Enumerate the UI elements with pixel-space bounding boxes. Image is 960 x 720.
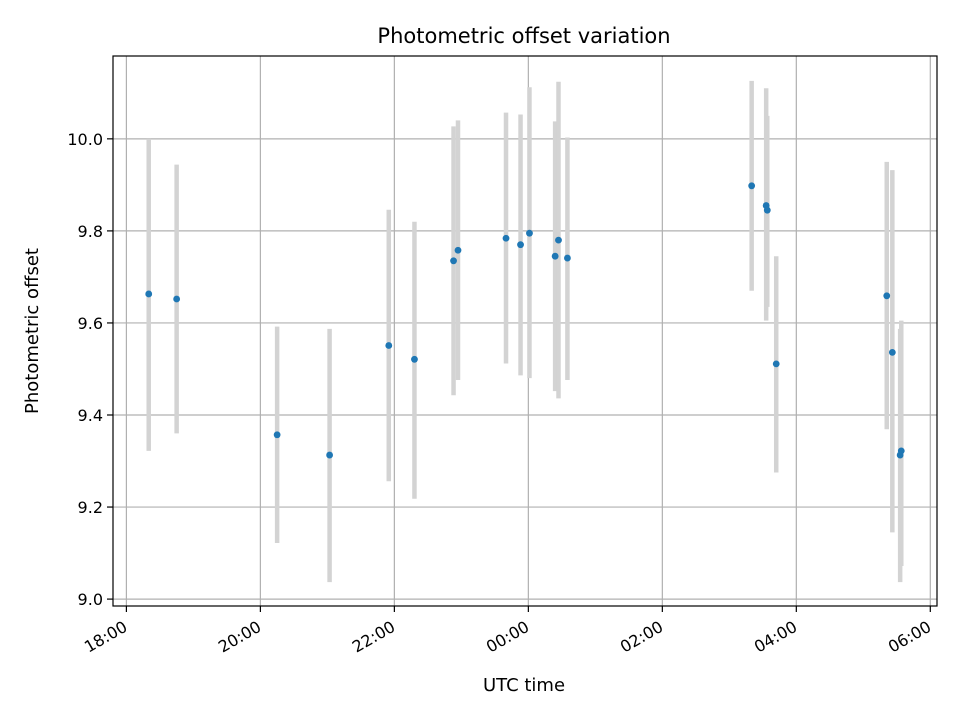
y-tick-label: 9.8 xyxy=(78,222,103,241)
data-points xyxy=(145,182,905,459)
y-tick-label: 9.6 xyxy=(78,314,103,333)
data-point xyxy=(748,182,756,190)
data-point xyxy=(763,206,771,214)
chart-title: Photometric offset variation xyxy=(377,24,670,48)
data-point xyxy=(564,254,571,262)
data-point xyxy=(555,236,562,244)
y-tick-label: 9.0 xyxy=(78,590,103,609)
data-point xyxy=(385,342,393,349)
plot-frame xyxy=(112,55,938,607)
data-point xyxy=(273,431,281,439)
y-axis-title: Photometric offset xyxy=(22,248,43,414)
data-point xyxy=(173,295,181,303)
data-point xyxy=(897,447,905,455)
data-point xyxy=(517,241,524,249)
data-point xyxy=(450,257,457,265)
data-point xyxy=(326,451,334,459)
y-tick-label: 9.4 xyxy=(78,406,103,425)
data-point xyxy=(551,252,559,260)
y-tick-label: 10.0 xyxy=(67,130,103,149)
data-point xyxy=(145,290,153,298)
y-axis-ticks: 9.0 9.2 9.4 9.6 9.8 10.0 xyxy=(67,130,113,609)
data-point xyxy=(502,234,510,242)
data-point xyxy=(454,246,462,254)
x-axis-title: UTC time xyxy=(483,675,565,696)
data-point xyxy=(772,360,780,368)
data-point xyxy=(888,349,896,356)
y-tick-label: 9.2 xyxy=(78,498,103,517)
data-point xyxy=(883,292,891,300)
grid-lines xyxy=(113,56,937,606)
data-point xyxy=(526,229,533,237)
data-point xyxy=(411,355,418,363)
